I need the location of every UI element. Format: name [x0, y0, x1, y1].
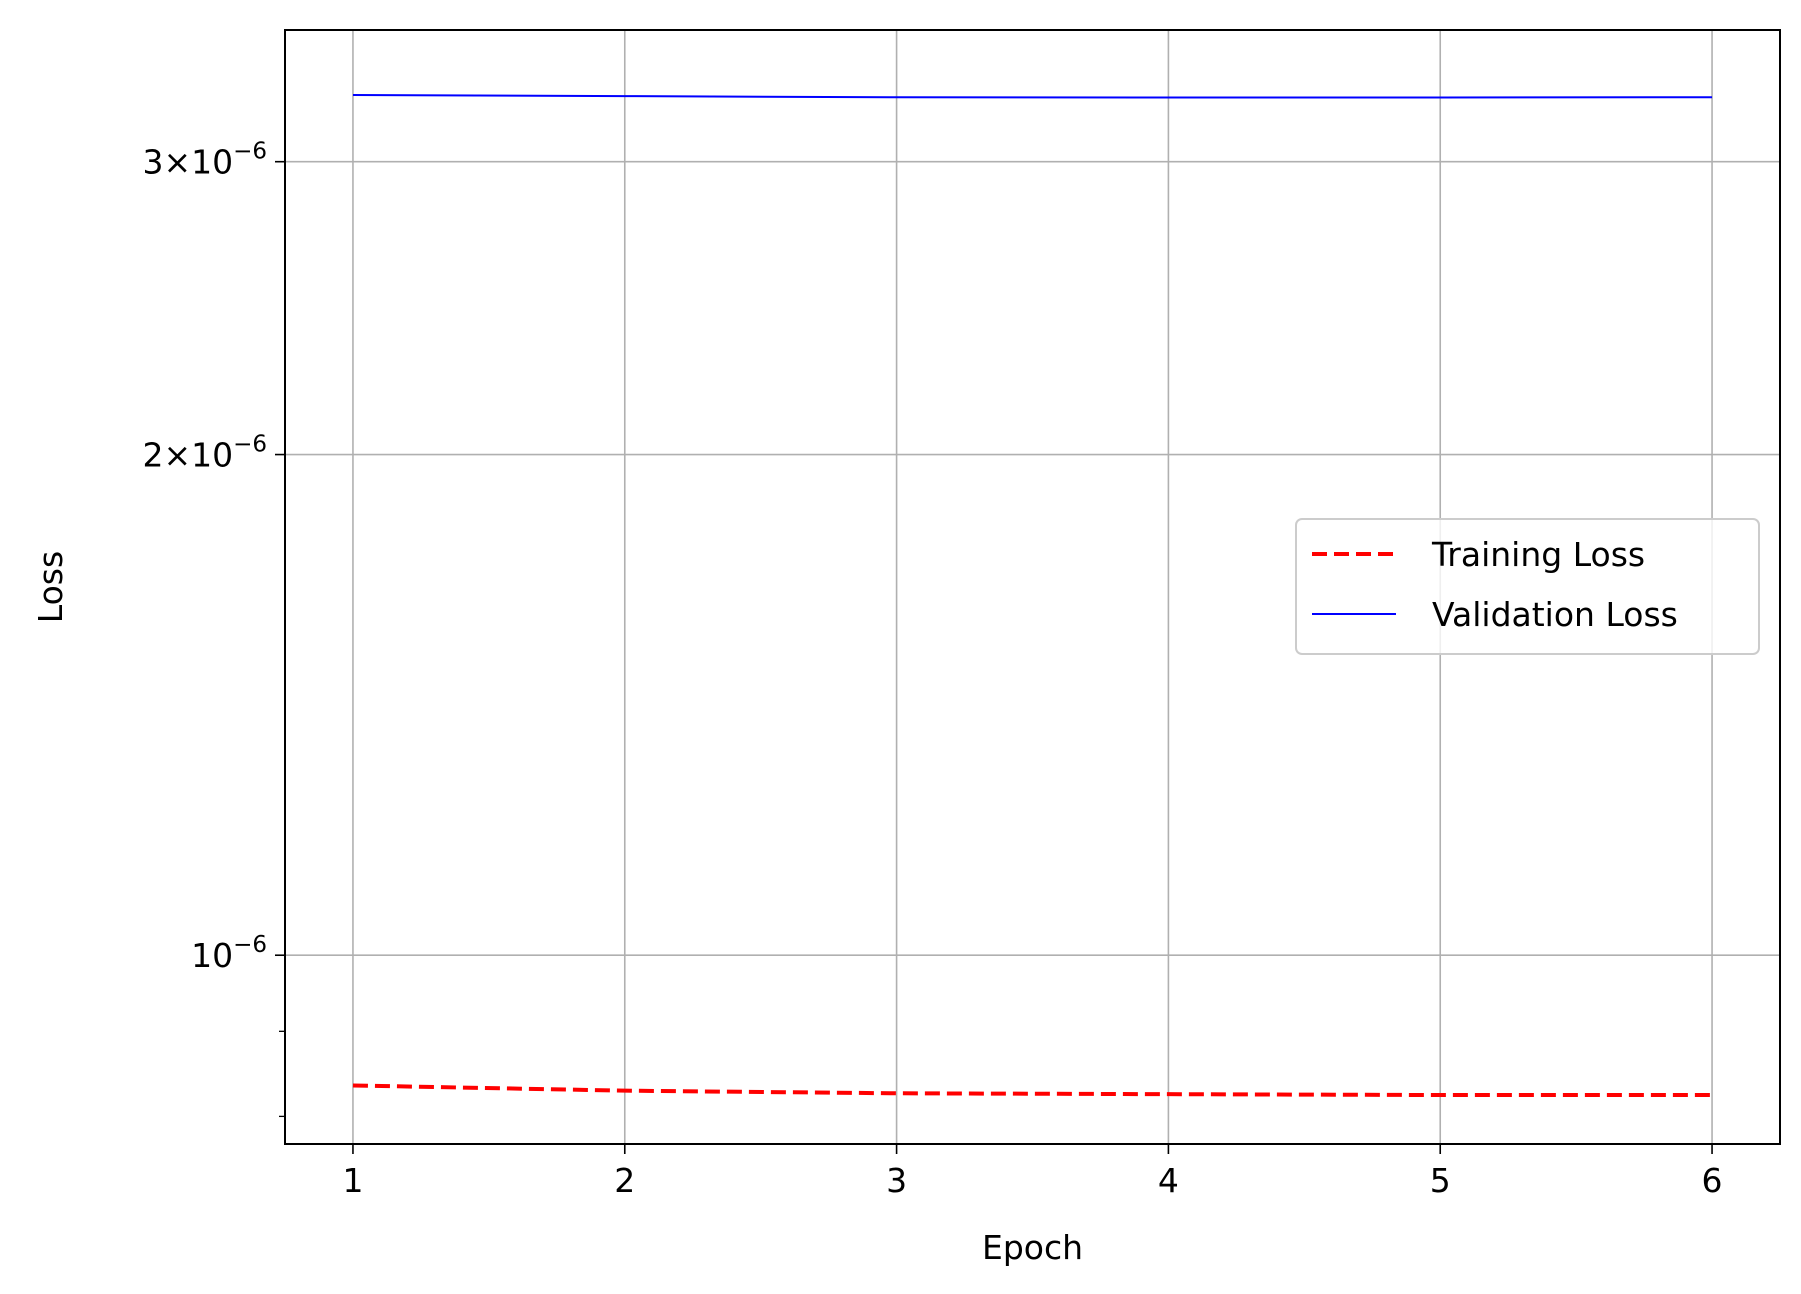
y-tick-label: 2×10−6: [142, 432, 267, 475]
series-line-validation-loss: [352, 94, 1713, 99]
x-tick-label: 2: [614, 1161, 635, 1200]
legend-label: Validation Loss: [1432, 595, 1678, 634]
y-tick-label: 3×10−6: [142, 139, 267, 182]
y-tick-exponent: −6: [233, 139, 267, 165]
y-tick-exponent: −6: [233, 932, 267, 958]
legend-box: [1295, 518, 1760, 655]
y-tick-times: ×: [163, 143, 191, 182]
y-tick-base: 10: [191, 143, 233, 182]
y-tick-exponent: −6: [233, 432, 267, 458]
legend-label: Training Loss: [1431, 535, 1645, 574]
y-axis-label: Loss: [31, 551, 70, 623]
x-tick-label: 6: [1702, 1161, 1723, 1200]
y-tick-base: 10: [191, 936, 233, 975]
y-tick-times: ×: [163, 436, 191, 475]
x-tick-label: 1: [342, 1161, 363, 1200]
series-lines: [352, 94, 1713, 1098]
legend: Training Loss Validation Loss: [1295, 518, 1760, 655]
x-tick-label: 5: [1430, 1161, 1451, 1200]
y-tick-label: 10−6: [191, 932, 267, 975]
y-tick-mantissa: 3: [142, 143, 163, 182]
y-axis: 10−62×10−63×10−6: [142, 139, 285, 1118]
x-axis: 1 2 3 4 5 6: [342, 1144, 1723, 1200]
y-tick-mantissa: 2: [142, 436, 163, 475]
y-tick-base: 10: [191, 436, 233, 475]
x-tick-label: 3: [886, 1161, 907, 1200]
series-line-training-loss: [352, 1083, 1713, 1098]
plot-frame: [284, 29, 1781, 1145]
x-axis-label: Epoch: [982, 1228, 1083, 1267]
x-tick-label: 4: [1158, 1161, 1179, 1200]
